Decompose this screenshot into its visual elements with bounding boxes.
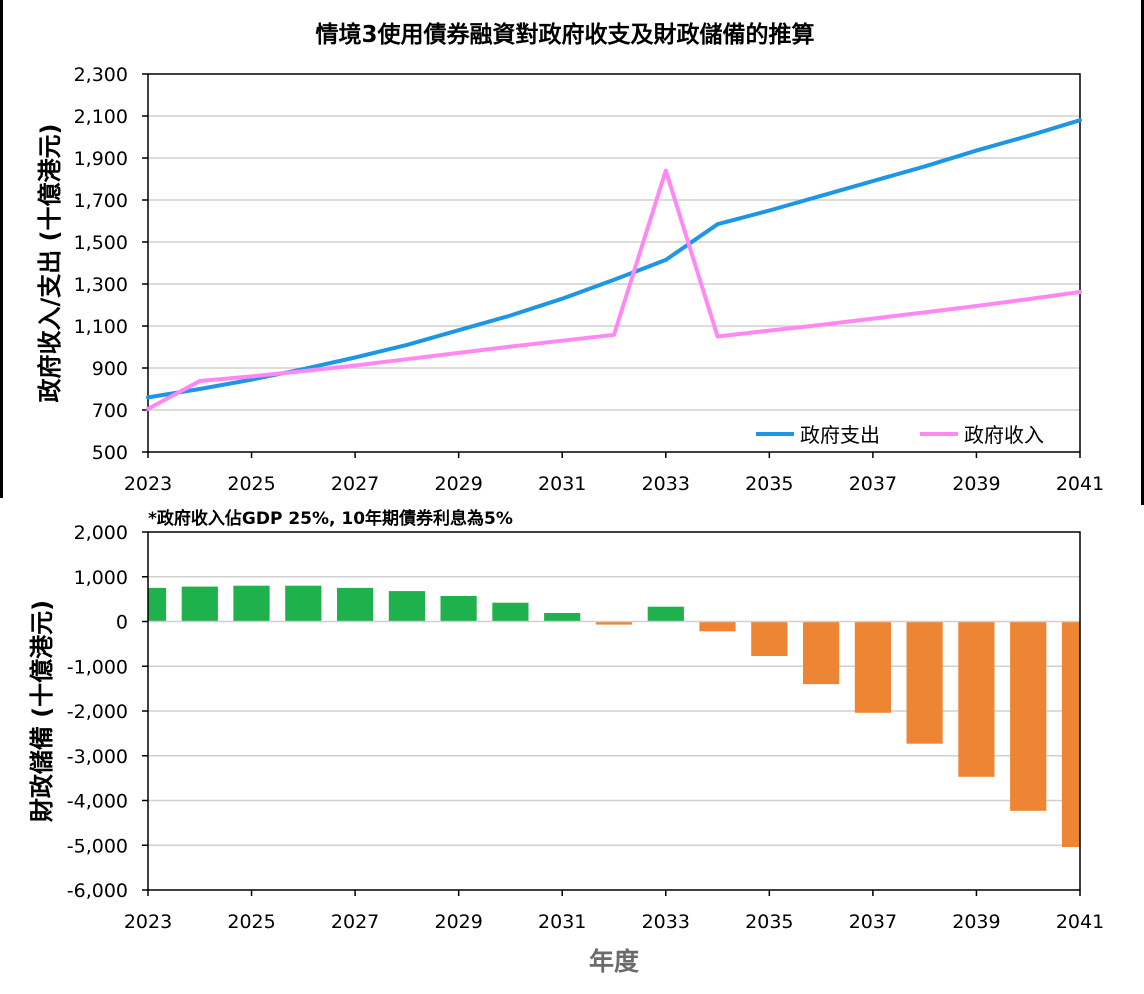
chart-title: 情境3使用債券融資對政府收支及財政儲備的推算	[315, 21, 814, 48]
bar-2038	[906, 621, 943, 744]
legend-label: 政府支出	[800, 423, 880, 447]
bar-2036	[803, 621, 840, 685]
bar-2027	[337, 587, 374, 622]
bar-2025	[233, 585, 270, 622]
y-tick-label: 1,500	[74, 232, 128, 254]
bar-2035	[751, 621, 788, 656]
bar-2041	[1061, 621, 1080, 847]
y-tick-label: 2,300	[74, 64, 128, 86]
y-tick-label: 700	[92, 400, 128, 422]
bar-2037	[854, 621, 891, 713]
x-tick-label: 2029	[434, 911, 482, 933]
x-tick-label: 2033	[642, 473, 690, 495]
plot-frame	[147, 73, 1081, 453]
x-tick-label: 2037	[849, 911, 897, 933]
bar-2030	[492, 602, 529, 622]
bar-2031	[544, 613, 581, 622]
y-tick-label: 1,700	[74, 190, 128, 212]
x-tick-label: 2039	[952, 473, 1000, 495]
x-tick-label: 2029	[434, 473, 482, 495]
x-tick-label: 2041	[1056, 911, 1104, 933]
bar-2040	[1010, 621, 1047, 811]
x-axis-label: 年度	[589, 947, 639, 976]
x-tick-label: 2035	[745, 473, 793, 495]
x-tick-label: 2037	[849, 473, 897, 495]
bar-2034	[699, 621, 736, 632]
x-tick-label: 2027	[331, 473, 379, 495]
y-tick-label: 500	[92, 442, 128, 464]
y-tick-label: 2,100	[74, 106, 128, 128]
x-tick-label: 2025	[227, 911, 275, 933]
y-tick-label: -2,000	[67, 701, 128, 723]
y-tick-label: 1,900	[74, 148, 128, 170]
y-tick-label: 1,300	[74, 274, 128, 296]
legend: 政府支出 政府收入	[756, 423, 1044, 447]
y-axis-label: 財政儲備 (十億港元)	[28, 600, 56, 822]
bar-2024	[181, 586, 218, 622]
x-tick-label: 2027	[331, 911, 379, 933]
series-line-revenue	[146, 168, 1082, 411]
fiscal-reserve-bar-chart: 2,000 1,000 0 -1,000 -2,000 -3,000 -4,000 -5,00…	[28, 522, 1104, 976]
y-tick-label: -3,000	[67, 746, 128, 768]
x-tick-label: 2025	[227, 473, 275, 495]
series-line-expenditure	[146, 118, 1082, 400]
y-tick-label: 1,100	[74, 316, 128, 338]
x-tick-label: 2039	[952, 911, 1000, 933]
y-tick-label: 0	[116, 612, 128, 634]
y-tick-label: -6,000	[67, 880, 128, 902]
bar-2023	[148, 587, 167, 622]
x-tick-label: 2041	[1056, 473, 1104, 495]
x-tick-label: 2031	[538, 911, 586, 933]
y-tick-label: 900	[92, 358, 128, 380]
plot-frame	[147, 531, 1081, 891]
right-border-strip	[1141, 0, 1144, 505]
bar-2029	[440, 596, 477, 622]
chart-footnote: *政府收入佔GDP 25%, 10年期債券利息為5%	[148, 508, 513, 529]
y-tick-label: 1,000	[74, 567, 128, 589]
legend-label: 政府收入	[964, 423, 1044, 447]
left-border-strip	[0, 0, 3, 498]
x-tick-label: 2035	[745, 911, 793, 933]
x-tick-label: 2023	[124, 473, 172, 495]
income-expenditure-line-chart: 500 700 900 1,100 1,300 1,500 1,700 1,900 2,100 2…	[36, 64, 1104, 495]
bar-2026	[285, 585, 322, 622]
bar-2039	[958, 621, 995, 777]
x-tick-label: 2033	[642, 911, 690, 933]
y-tick-label: -4,000	[67, 791, 128, 813]
y-tick-label: -5,000	[67, 835, 128, 857]
y-tick-label: -1,000	[67, 656, 128, 678]
y-axis-label: 政府收入/支出 (十億港元)	[36, 123, 64, 402]
x-tick-label: 2031	[538, 473, 586, 495]
bar-2028	[388, 591, 425, 622]
x-tick-label: 2023	[124, 911, 172, 933]
y-tick-label: 2,000	[74, 522, 128, 544]
bar-2032	[595, 621, 633, 625]
bar-2033	[647, 606, 684, 622]
